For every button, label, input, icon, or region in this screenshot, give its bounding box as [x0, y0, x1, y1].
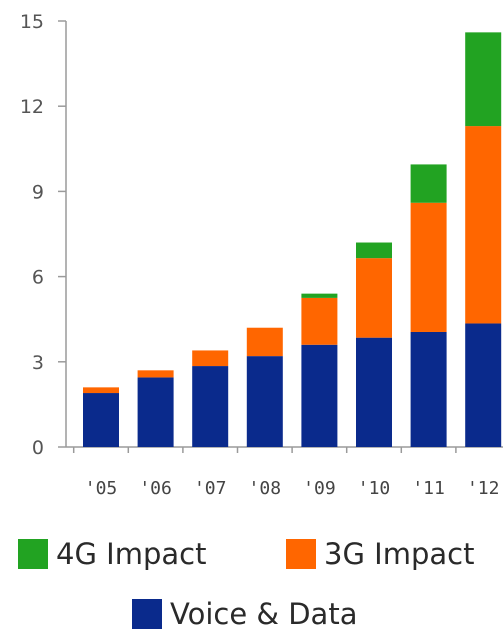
y-tick-label: 9 — [32, 181, 44, 203]
bar-segment — [356, 242, 392, 259]
bar-segment — [246, 327, 283, 357]
bar-segment — [410, 331, 447, 447]
bar-segment — [301, 293, 338, 298]
bar-segment — [301, 344, 338, 447]
legend-item-voice-data: Voice & Data — [132, 597, 357, 631]
bar-segment — [192, 366, 229, 447]
legend-swatch-4g — [18, 539, 48, 569]
bar-segment — [465, 32, 502, 127]
bar-segment — [246, 356, 283, 447]
bar-segment — [465, 323, 502, 447]
bar-segment — [356, 337, 392, 447]
bar-segment — [465, 126, 502, 324]
x-tick-label: '05 — [85, 478, 118, 499]
bar-segment — [192, 350, 229, 367]
legend-swatch-3g — [286, 539, 316, 569]
y-tick-label: 15 — [20, 11, 44, 33]
x-tick-label: '10 — [358, 478, 391, 499]
stacked-bar-chart: 0 3 6 9 12 15 '05 '06 '07 '08 '09 '10 '11 '12 — [20, 11, 503, 499]
x-tick-label: '06 — [139, 478, 172, 499]
legend-item-3g: 3G Impact — [286, 537, 474, 571]
x-tick-label: '07 — [194, 478, 227, 499]
legend-label-4g: 4G Impact — [56, 537, 207, 571]
x-tick-label: '11 — [412, 478, 445, 499]
legend-item-4g: 4G Impact — [18, 537, 206, 571]
y-tick-label: 6 — [32, 267, 44, 289]
bar-segment — [356, 258, 392, 338]
x-tick-label: '12 — [467, 478, 500, 499]
bar-segment — [83, 393, 119, 447]
y-tick-label: 0 — [32, 437, 44, 459]
x-tick-label: '08 — [249, 478, 282, 499]
legend-label-3g: 3G Impact — [324, 537, 475, 571]
bar-segment — [301, 297, 338, 345]
bar-segment — [410, 164, 447, 203]
legend-label-voice-data: Voice & Data — [170, 597, 358, 631]
bar-segment — [83, 387, 119, 394]
bar-segment — [137, 370, 174, 378]
bar-segment — [137, 377, 174, 447]
y-tick-label: 3 — [32, 352, 44, 374]
x-tick-label: '09 — [303, 478, 336, 499]
y-tick-label: 12 — [20, 96, 44, 118]
legend-swatch-voice-data — [132, 599, 162, 629]
bar-segment — [410, 202, 447, 332]
